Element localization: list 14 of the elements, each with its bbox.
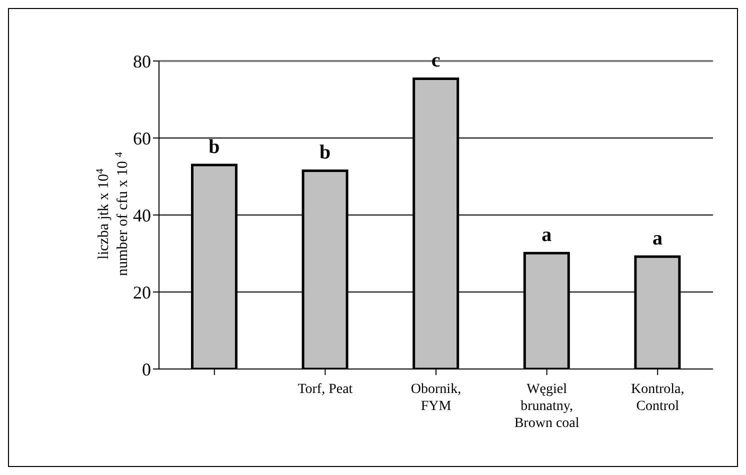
y-tick-label: 20: [133, 282, 151, 302]
annotation: c: [431, 50, 440, 72]
y-tick-label: 80: [133, 51, 151, 72]
y-tick-label: 0: [142, 359, 151, 380]
y-tick-label: 40: [133, 205, 151, 226]
x-tick-label: Węgiel brunatny, Brown coal: [514, 382, 580, 431]
x-tick-label: Kontrola, Control: [630, 382, 684, 414]
x-tick-label: Obornik, FYM: [410, 382, 462, 414]
y-tick-label: 60: [133, 128, 151, 148]
annotation: b: [208, 136, 220, 158]
annotation: a: [542, 224, 552, 246]
x-tick-label: Torf, Peat: [298, 382, 353, 397]
annotation: b: [319, 142, 331, 164]
annotation: a: [652, 228, 662, 250]
